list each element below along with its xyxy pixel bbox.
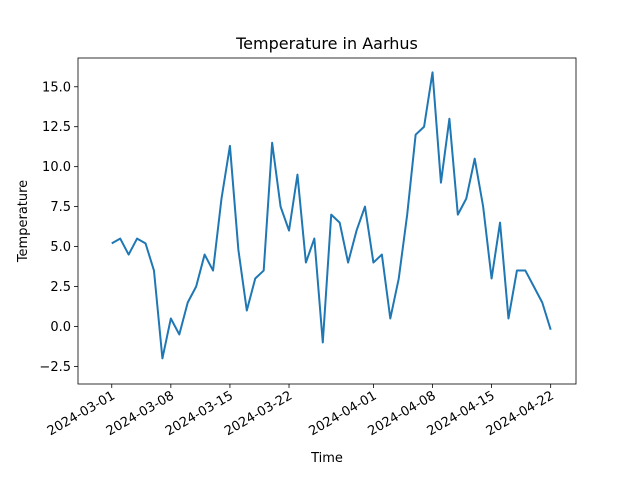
x-axis-label: Time — [310, 451, 343, 466]
plot-frame — [77, 57, 577, 385]
chart-title: Temperature in Aarhus — [235, 34, 418, 53]
y-tick-label: 10.0 — [42, 160, 71, 175]
x-tick-label: 2024-03-22 — [222, 388, 295, 439]
y-tick-label: 5.0 — [50, 240, 71, 255]
y-tick-label: −2.5 — [39, 360, 71, 375]
y-tick-label: 2.5 — [50, 280, 71, 295]
y-axis-label: Temperature — [16, 180, 31, 263]
x-tick-label: 2024-04-22 — [484, 388, 557, 439]
y-tick-label: 12.5 — [42, 120, 71, 135]
y-tick-label: 0.0 — [50, 320, 71, 335]
y-tick-label: 15.0 — [42, 80, 71, 95]
y-tick-label: 7.5 — [50, 200, 71, 215]
temperature-line — [111, 71, 552, 360]
